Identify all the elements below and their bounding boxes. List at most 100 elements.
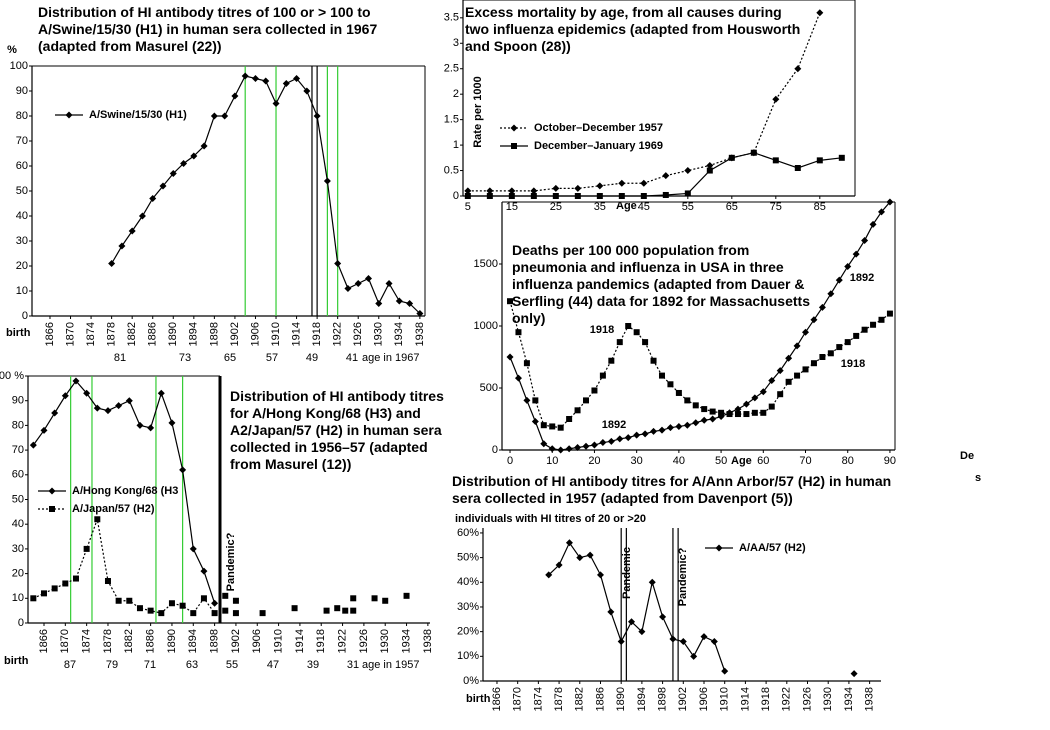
- x-tick-label: 1874: [532, 687, 544, 711]
- marker: [650, 357, 657, 364]
- y-tick-label: 100: [10, 60, 28, 72]
- marker: [251, 75, 259, 82]
- x-tick-label: 15: [506, 201, 518, 213]
- x-tick-label: 1934: [843, 687, 855, 711]
- marker: [62, 580, 69, 587]
- marker: [886, 310, 893, 317]
- marker: [395, 297, 403, 305]
- x-tick-label: 1890: [615, 687, 627, 711]
- marker: [701, 406, 708, 413]
- y-tick-label: 500: [480, 382, 498, 394]
- y-tick-label: 20: [12, 568, 24, 580]
- marker: [416, 310, 424, 317]
- marker: [157, 389, 165, 397]
- x-tick-label: 5: [465, 201, 471, 213]
- marker: [540, 440, 548, 448]
- marker: [618, 193, 625, 199]
- marker: [128, 227, 136, 235]
- marker: [334, 260, 342, 267]
- x-tick-label: 90: [884, 455, 896, 467]
- marker: [836, 344, 843, 351]
- x-tick-label: 1878: [553, 687, 565, 711]
- marker: [149, 195, 157, 202]
- x-tick-label: 1886: [594, 687, 606, 711]
- chart-title: Distribution of HI antibody titres for A…: [452, 473, 892, 506]
- y-tick-label: 10: [12, 592, 24, 604]
- marker: [523, 396, 531, 404]
- age-label: 73: [179, 352, 191, 364]
- y-tick-label: 1.5: [444, 114, 459, 126]
- marker: [104, 407, 112, 415]
- x-tick-label: 1882: [126, 322, 138, 346]
- chart-title: Deaths per 100 000 population from pneum…: [512, 242, 810, 326]
- x-tick-label: 1906: [698, 687, 710, 711]
- y-tick-label: 1: [453, 139, 459, 151]
- marker: [222, 592, 229, 599]
- marker: [666, 424, 674, 432]
- y-tick-label: 100 %: [0, 370, 24, 382]
- marker: [259, 610, 266, 617]
- marker: [136, 605, 143, 612]
- x-tick-label: 1926: [801, 687, 813, 711]
- x-tick-label: 1878: [102, 629, 114, 653]
- marker: [576, 554, 584, 562]
- marker: [683, 421, 691, 429]
- marker: [844, 339, 851, 346]
- marker: [586, 551, 594, 559]
- marker: [870, 321, 877, 328]
- marker: [596, 182, 604, 190]
- y-tick-label: 1500: [474, 258, 498, 270]
- y-tick-label: 0.5: [444, 164, 459, 176]
- marker: [486, 187, 494, 195]
- marker: [827, 290, 835, 298]
- age-label: 57: [266, 352, 278, 364]
- marker: [364, 275, 372, 282]
- marker: [189, 545, 197, 553]
- chart-subtitle: individuals with HI titres of 20 or >20: [455, 513, 647, 525]
- marker: [818, 303, 826, 311]
- marker: [557, 424, 564, 431]
- marker: [118, 242, 126, 250]
- marker: [861, 326, 868, 333]
- marker: [607, 608, 615, 616]
- marker: [40, 590, 47, 597]
- y-axis-label: Rate per 1000: [472, 76, 484, 148]
- y-tick-label: 70: [16, 135, 28, 147]
- marker: [65, 111, 73, 119]
- x-axis-label: Age: [731, 455, 752, 467]
- y-tick-label: 20%: [457, 626, 479, 638]
- x-tick-label: 1914: [294, 629, 306, 653]
- marker: [658, 426, 666, 434]
- marker: [531, 417, 539, 425]
- marker: [49, 506, 55, 512]
- y-tick-label: 80: [16, 110, 28, 122]
- marker: [574, 193, 581, 199]
- x-axis-label: birth: [466, 693, 491, 705]
- marker: [625, 323, 632, 329]
- x-tick-label: 60: [757, 455, 769, 467]
- marker: [706, 167, 713, 174]
- marker: [115, 402, 123, 410]
- x-tick-label: 1870: [59, 629, 71, 653]
- marker: [511, 143, 517, 149]
- marker: [624, 434, 632, 442]
- x-tick-label: 1938: [422, 629, 434, 653]
- marker: [508, 187, 516, 195]
- x-tick-label: 1886: [147, 322, 159, 346]
- marker: [794, 165, 801, 171]
- x-tick-label: 55: [682, 201, 694, 213]
- marker: [574, 444, 582, 452]
- legend-label: December–January 1969: [534, 140, 663, 152]
- marker: [802, 366, 809, 373]
- marker: [51, 409, 59, 417]
- marker: [523, 360, 530, 367]
- marker: [382, 597, 389, 604]
- marker: [718, 409, 725, 416]
- marker: [658, 372, 665, 379]
- marker: [861, 236, 869, 244]
- marker: [642, 339, 649, 346]
- marker: [169, 170, 177, 177]
- marker: [700, 416, 708, 424]
- marker: [72, 575, 79, 582]
- marker: [684, 397, 691, 404]
